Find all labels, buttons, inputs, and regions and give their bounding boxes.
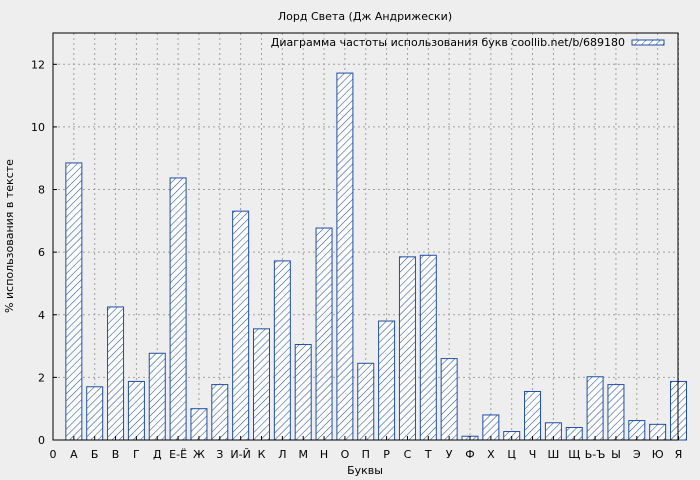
x-tick-label: Ц: [507, 448, 516, 461]
bar-С: [398, 256, 416, 441]
bar-А: [65, 162, 83, 441]
bar-Т: [419, 254, 437, 441]
bar-Ч: [524, 390, 542, 441]
bar-Ь-Ъ: [586, 376, 604, 441]
x-tick-label: Я: [675, 448, 683, 461]
x-tick-label: Ы: [611, 448, 621, 461]
chart-title: Лорд Света (Дж Андрижески): [278, 10, 452, 23]
x-tick-label: И-Й: [230, 448, 250, 461]
bar-Г: [127, 380, 145, 441]
y-axis-label: % использования в тексте: [3, 159, 16, 313]
x-tick-label: Ж: [193, 448, 205, 461]
bar-У: [440, 358, 458, 441]
legend: Диаграмма частоты использования букв coo…: [271, 36, 665, 49]
x-tick-label: Н: [320, 448, 328, 461]
x-origin-label: 0: [50, 448, 57, 461]
x-tick-label: К: [258, 448, 266, 461]
x-tick-label: С: [404, 448, 412, 461]
bar-Д: [148, 352, 166, 441]
bar-М: [294, 344, 312, 441]
bar-Ы: [607, 384, 625, 441]
x-tick-label: Б: [91, 448, 99, 461]
x-tick-label: В: [112, 448, 120, 461]
x-tick-label: Е-Ё: [169, 448, 187, 461]
x-tick-label: Л: [278, 448, 286, 461]
x-tick-label: Ш: [548, 448, 560, 461]
bar-Н: [315, 227, 333, 441]
y-tick-label: 10: [31, 121, 45, 134]
x-tick-label: Ю: [652, 448, 664, 461]
bar-В: [107, 306, 125, 441]
y-tick-label: 4: [38, 309, 45, 322]
x-tick-label: Р: [383, 448, 390, 461]
x-tick-label: Э: [633, 448, 641, 461]
bar-Е-Ё: [169, 177, 187, 441]
x-tick-label: У: [446, 448, 453, 461]
bar-П: [357, 362, 375, 441]
y-tick-label: 8: [38, 184, 45, 197]
x-tick-label: Д: [153, 448, 162, 461]
x-tick-label: Г: [133, 448, 140, 461]
y-tick-label: 12: [31, 58, 45, 71]
legend-swatch: [631, 39, 665, 46]
x-tick-label: Ь-Ъ: [585, 448, 606, 461]
bar-Б: [86, 386, 104, 441]
legend-label: Диаграмма частоты использования букв coo…: [271, 36, 625, 49]
x-tick-label: З: [216, 448, 223, 461]
x-tick-label: Х: [487, 448, 495, 461]
bar-О: [336, 72, 354, 441]
bar-К: [253, 328, 270, 441]
y-tick-label: 0: [38, 434, 45, 447]
bar-З: [211, 384, 229, 441]
y-tick-label: 2: [38, 371, 45, 384]
x-tick-label: Т: [424, 448, 432, 461]
x-tick-label: А: [70, 448, 78, 461]
x-tick-label: Ф: [465, 448, 474, 461]
x-tick-label: М: [298, 448, 308, 461]
x-tick-label: О: [341, 448, 350, 461]
x-tick-label: Ч: [529, 448, 537, 461]
x-tick-label: Щ: [568, 448, 580, 461]
bar-Р: [378, 320, 396, 441]
y-tick-label: 6: [38, 246, 45, 259]
bar-Л: [273, 260, 291, 441]
x-tick-label: П: [362, 448, 370, 461]
bar-И-Й: [232, 210, 250, 441]
bar-Ж: [190, 408, 208, 441]
x-axis-label: Буквы: [347, 464, 383, 477]
